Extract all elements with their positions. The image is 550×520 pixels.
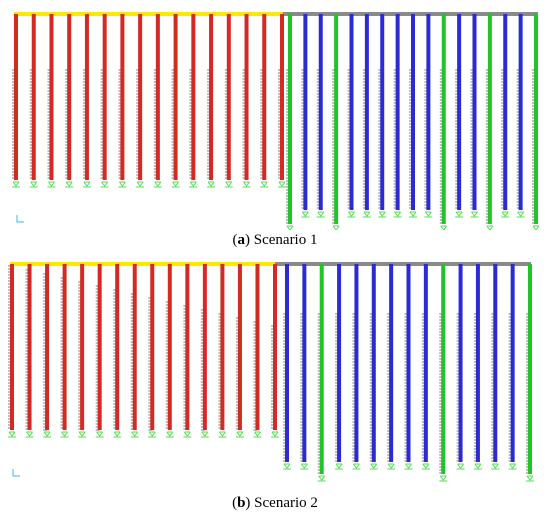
blue-pile-b-11-springs — [456, 313, 461, 462]
red-pile-b-9-support — [148, 431, 157, 438]
red-pile-b-12-support — [200, 431, 209, 438]
caption-scenario-1: (a) Scenario 1 — [232, 232, 318, 248]
red-pile-a-6-support — [100, 181, 109, 188]
green-pile-a-1-support — [286, 225, 294, 230]
green-pile-b-3-support — [317, 475, 326, 482]
red-pile-b-5-support — [78, 431, 87, 438]
red-pile-a-7-support — [118, 181, 127, 188]
blue-pile-a-7-support — [378, 211, 387, 218]
red-pile-b-2-springs — [25, 269, 30, 430]
red-pile-a-2-springs — [29, 69, 34, 179]
blue-pile-b-9-springs — [421, 313, 426, 462]
red-pile-b-3-support — [43, 431, 52, 438]
caption-text-a: Scenario 1 — [253, 232, 318, 248]
green-pile-a-4-support — [332, 225, 340, 230]
blue-pile-a-15-support — [501, 211, 510, 218]
green-pile-b-15-support — [526, 475, 534, 482]
blue-pile-b-9-support — [421, 463, 430, 470]
red-pile-b-14-springs — [235, 317, 240, 430]
red-pile-a-12-support — [207, 181, 216, 188]
blue-pile-b-12-support — [473, 463, 482, 470]
blue-pile-b-14-support — [508, 463, 517, 470]
blue-pile-b-13-support — [491, 463, 500, 470]
red-pile-a-3-support — [47, 181, 56, 188]
blue-pile-b-7-support — [387, 463, 396, 470]
panel-scenario-2 — [0, 254, 550, 494]
blue-pile-b-11-support — [456, 463, 465, 470]
red-pile-a-4-support — [65, 181, 74, 188]
red-pile-b-14-support — [235, 431, 244, 438]
blue-pile-a-13-support — [470, 211, 479, 218]
blue-pile-a-12-support — [455, 211, 464, 218]
red-pile-b-2-support — [25, 431, 34, 438]
blue-pile-b-4-support — [335, 463, 344, 470]
green-pile-a-17-support — [532, 225, 540, 230]
blue-pile-a-8-support — [393, 211, 402, 218]
green-pile-b-10-springs — [439, 313, 444, 474]
blue-pile-b-6-support — [369, 463, 378, 470]
red-pile-a-5-support — [82, 181, 91, 188]
red-pile-a-14-springs — [242, 69, 247, 179]
red-pile-b-1-support — [8, 431, 16, 438]
blue-pile-a-2-support — [301, 211, 310, 218]
red-pile-b-5-springs — [78, 281, 83, 430]
blue-pile-a-3-support — [316, 211, 325, 218]
red-pile-a-8-support — [136, 181, 145, 188]
caption-letter-a: a — [237, 232, 246, 248]
red-pile-a-5-springs — [82, 69, 87, 179]
red-pile-b-11-springs — [183, 305, 188, 430]
blue-pile-b-2-support — [300, 463, 309, 470]
red-pile-b-4-support — [60, 431, 69, 438]
blue-pile-a-5-support — [347, 211, 356, 218]
green-pile-a-11-support — [440, 225, 448, 230]
red-pile-a-13-support — [224, 181, 233, 188]
blue-pile-a-10-support — [424, 211, 433, 218]
green-pile-a-14-support — [486, 225, 494, 230]
caption-scenario-2: (b) Scenario 2 — [232, 495, 318, 511]
caption-text-b: Scenario 2 — [254, 495, 318, 511]
red-pile-b-8-support — [130, 431, 139, 438]
blue-pile-b-4-springs — [335, 313, 340, 462]
red-pile-a-2-support — [29, 181, 38, 188]
frame-model-scenario-2 — [8, 262, 534, 482]
red-pile-b-15-support — [253, 431, 262, 438]
frame-model-scenario-1 — [12, 12, 540, 230]
red-pile-a-10-support — [171, 181, 180, 188]
red-pile-b-13-support — [218, 431, 227, 438]
green-pile-b-3-springs — [317, 313, 322, 474]
red-pile-a-8-springs — [136, 69, 141, 179]
red-pile-a-14-support — [242, 181, 251, 188]
red-pile-b-16-support — [271, 431, 279, 438]
blue-pile-a-6-support — [362, 211, 371, 218]
red-pile-a-11-support — [189, 181, 198, 188]
green-pile-b-10-support — [439, 475, 448, 482]
axis-triad-a — [16, 215, 24, 223]
blue-pile-a-9-support — [409, 211, 417, 218]
red-pile-a-9-support — [153, 181, 162, 188]
panel-scenario-1 — [0, 0, 550, 230]
blue-pile-b-1-support — [283, 463, 291, 470]
blue-pile-b-8-support — [404, 463, 413, 470]
red-pile-a-15-support — [260, 181, 269, 188]
red-pile-a-1-support — [12, 181, 20, 188]
red-pile-b-11-support — [183, 431, 192, 438]
caption-letter-b: b — [237, 495, 246, 511]
axis-triad-b — [12, 469, 20, 477]
red-pile-a-11-springs — [189, 69, 194, 179]
red-pile-b-10-support — [165, 431, 174, 438]
red-pile-b-7-support — [113, 431, 122, 438]
blue-pile-a-16-support — [516, 211, 525, 218]
blue-pile-b-5-support — [352, 463, 361, 470]
blue-pile-b-2-springs — [300, 313, 305, 462]
red-pile-b-6-support — [95, 431, 104, 438]
red-pile-b-8-springs — [130, 293, 135, 430]
red-pile-a-16-support — [278, 181, 286, 188]
